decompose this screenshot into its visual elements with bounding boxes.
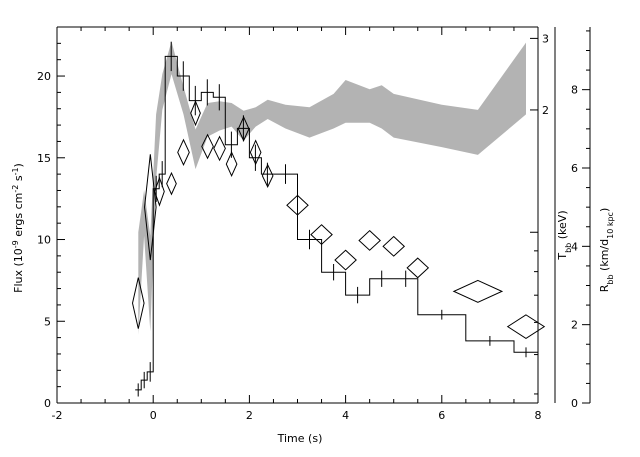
x-tick-label-4: 6 bbox=[438, 409, 445, 422]
radius-tick-label-4: 8 bbox=[571, 84, 578, 97]
radius-diamond-2 bbox=[154, 176, 165, 207]
temperature-axis-title: Tbb (keV) bbox=[556, 210, 573, 260]
radius-diamond-14 bbox=[334, 249, 357, 271]
radius-diamond-10 bbox=[249, 139, 262, 166]
radius-diamond-7 bbox=[213, 135, 226, 162]
x-axis-title: Time (s) bbox=[277, 432, 323, 445]
radius-diamond-5 bbox=[190, 100, 201, 127]
radius-diamond-17 bbox=[406, 257, 430, 279]
radius-tick-label-3: 6 bbox=[571, 162, 578, 175]
x-tick-label-1: 0 bbox=[150, 409, 157, 422]
radius-diamond-layer bbox=[132, 100, 546, 339]
x-tick-label-0: -2 bbox=[52, 409, 63, 422]
radius-tick-label-2: 4 bbox=[571, 240, 578, 253]
radius-diamond-8 bbox=[225, 151, 238, 178]
radius-axis-title: Rbb (km/d10 kpc) bbox=[598, 208, 615, 293]
temperature-tick-label-2: 3 bbox=[542, 32, 549, 45]
flux-tick-label-2: 10 bbox=[37, 234, 51, 247]
temperature-tick-label-1: 2 bbox=[542, 104, 549, 117]
radius-diamond-11 bbox=[261, 163, 274, 188]
flux-tick-label-3: 15 bbox=[37, 152, 51, 165]
radius-tick-label-0: 0 bbox=[571, 397, 578, 410]
x-tick-label-5: 8 bbox=[535, 409, 542, 422]
radius-diamond-9 bbox=[237, 115, 250, 142]
x-tick-label-2: 2 bbox=[246, 409, 253, 422]
radius-diamond-15 bbox=[358, 229, 381, 251]
flux-histogram-line bbox=[135, 55, 538, 391]
radius-diamond-3 bbox=[166, 171, 177, 196]
radius-tick-label-1: 2 bbox=[571, 319, 578, 332]
radius-diamond-13 bbox=[310, 224, 333, 246]
temperature-band bbox=[138, 41, 527, 335]
radius-diamond-0 bbox=[132, 277, 145, 329]
flux-tick-label-0: 0 bbox=[44, 397, 51, 410]
x-tick-label-3: 4 bbox=[342, 409, 349, 422]
radius-diamond-19 bbox=[506, 314, 546, 339]
radius-diamond-12 bbox=[286, 194, 309, 216]
flux-tick-label-1: 5 bbox=[44, 315, 51, 328]
temperature-band-layer bbox=[138, 41, 527, 335]
radius-diamond-4 bbox=[177, 138, 190, 167]
radius-diamond-6 bbox=[201, 133, 214, 160]
flux-tick-label-4: 20 bbox=[37, 70, 51, 83]
radius-diamond-1 bbox=[144, 154, 157, 261]
radius-diamond-18 bbox=[452, 279, 504, 303]
radius-diamond-16 bbox=[382, 235, 406, 257]
flux-axis-title: Flux (10-9 ergs cm-2 s-1) bbox=[11, 163, 26, 293]
